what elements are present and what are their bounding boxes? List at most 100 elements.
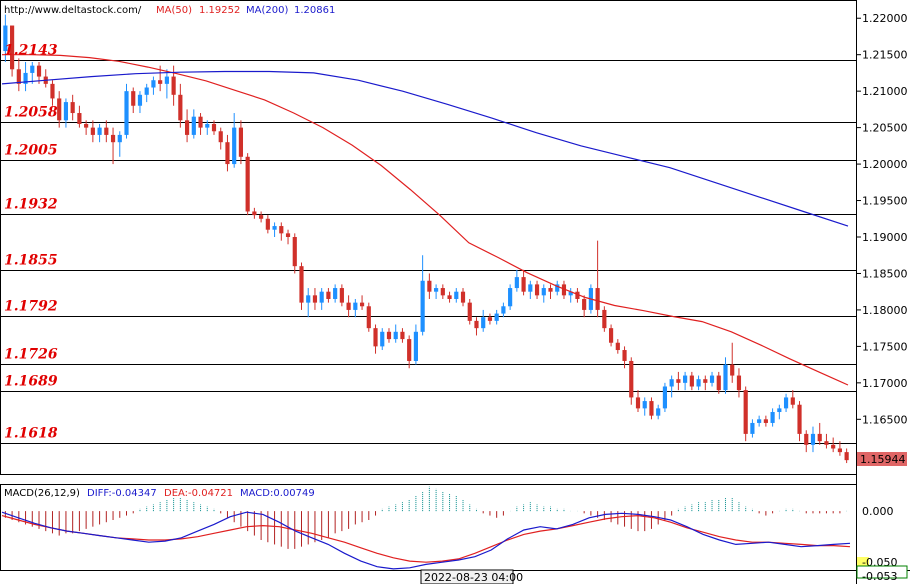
- candle-body: [359, 302, 365, 307]
- macd-axis: 0.000-0.050-0.053: [856, 505, 908, 583]
- candle-body: [16, 69, 21, 84]
- candle-body: [171, 76, 176, 95]
- candle-body: [642, 401, 647, 409]
- candle-body: [178, 94, 183, 121]
- moving-averages: [1, 54, 849, 386]
- horizontal-levels: [0, 60, 856, 444]
- candle-body: [501, 306, 506, 314]
- candle-body: [312, 295, 318, 303]
- macd-diff-label: DIFF:-0.04347: [87, 488, 157, 499]
- candle-body: [90, 127, 95, 135]
- price-tick-label: 1.16500: [862, 413, 908, 426]
- candle-body: [30, 65, 35, 73]
- candle-body: [393, 331, 398, 340]
- candle-body: [703, 379, 708, 383]
- candle-body: [460, 291, 466, 303]
- candle-body: [770, 412, 775, 423]
- candle-body: [750, 422, 755, 434]
- candle-body: [454, 291, 459, 299]
- candle-body: [521, 277, 526, 292]
- macd-dea-line: [1, 514, 851, 563]
- candle-body: [110, 134, 116, 143]
- current-price-tag: [857, 452, 907, 466]
- candle-body: [582, 298, 587, 310]
- candle-body: [36, 65, 42, 77]
- candle-body: [77, 113, 82, 124]
- ma50-value: 1.19252: [199, 5, 240, 16]
- price-tick-label: 1.17500: [862, 340, 908, 353]
- candle-body: [104, 127, 109, 135]
- candle-body: [447, 295, 452, 299]
- candle-body: [158, 80, 163, 84]
- candle-body: [326, 291, 331, 299]
- candle-body: [561, 284, 567, 296]
- price-tick-label: 1.22000: [862, 12, 908, 25]
- ma50-label: MA(50): [156, 5, 192, 16]
- candle-body: [339, 288, 344, 303]
- candle-body: [97, 127, 102, 135]
- candle-body: [380, 331, 385, 347]
- candle-body: [124, 91, 129, 135]
- candle-body: [245, 156, 250, 212]
- candle-body: [413, 331, 418, 361]
- level-labels: 1.2143 1.2058 1.2005 1.1932 1.1855 1.1792 1.17…: [4, 43, 58, 442]
- ma200-value: 1.20861: [294, 5, 335, 16]
- candle-body: [131, 91, 136, 106]
- candle-body: [117, 134, 122, 143]
- candle-body: [225, 142, 230, 165]
- candle-body: [57, 98, 62, 121]
- candle-body: [353, 302, 358, 310]
- level-label: 1.1855: [4, 253, 58, 269]
- candle-body: [23, 72, 28, 84]
- level-label: 1.1726: [4, 347, 58, 363]
- price-tick-label: 1.20500: [862, 122, 908, 135]
- candle-body: [831, 444, 836, 449]
- candle-body: [440, 288, 445, 296]
- candle-body: [709, 375, 715, 383]
- price-tick-label: 1.21500: [862, 49, 908, 62]
- candle-body: [487, 317, 493, 321]
- candle-body: [844, 452, 849, 461]
- candle-body: [810, 433, 816, 445]
- candle-body: [259, 215, 264, 219]
- candle-body: [366, 306, 371, 329]
- level-label: 1.2143: [4, 43, 58, 59]
- macd-value-label: MACD:0.00749: [240, 488, 315, 499]
- candle-body: [272, 226, 277, 230]
- price-tick-label: 1.19500: [862, 195, 908, 208]
- candle-body: [191, 116, 196, 135]
- site-url[interactable]: http://www.deltastock.com/: [4, 5, 142, 16]
- candle-body: [790, 397, 795, 405]
- candle-body: [669, 379, 674, 387]
- candle-body: [306, 295, 311, 303]
- macd-panel-frame: [0, 484, 857, 571]
- candle-body: [407, 339, 412, 361]
- price-tick-label: 1.17000: [862, 377, 908, 390]
- macd-diff-line: [1, 511, 851, 570]
- candle-body: [783, 397, 789, 409]
- candle-body: [137, 94, 143, 106]
- candle-body: [373, 328, 378, 347]
- price-tick-label: 1.18000: [862, 304, 908, 317]
- ma200-line: [1, 70, 849, 227]
- price-tick-label: 1.18500: [862, 267, 908, 280]
- candle-body: [797, 404, 802, 434]
- price-panel-frame: [0, 0, 857, 475]
- candle-body: [730, 364, 735, 376]
- candle-body: [252, 211, 257, 216]
- level-label: 1.1792: [4, 299, 58, 315]
- ma200-label: MA(200): [246, 5, 288, 16]
- candle-body: [386, 331, 392, 340]
- candle-body: [716, 375, 721, 391]
- candle-body: [84, 123, 89, 128]
- candle-body: [568, 291, 573, 296]
- macd-indicator: [1, 486, 851, 570]
- candle-body: [595, 288, 600, 310]
- candle-body: [615, 342, 620, 351]
- candle-body: [555, 284, 560, 292]
- candle-body: [824, 441, 829, 445]
- candle-body: [279, 226, 284, 234]
- candle-body: [299, 266, 304, 303]
- candle-body: [602, 309, 607, 329]
